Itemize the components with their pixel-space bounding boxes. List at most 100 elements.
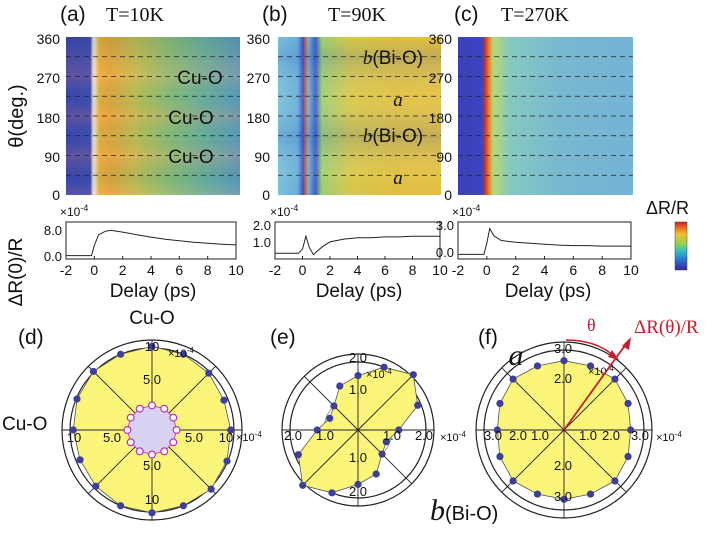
xlabel-c: Delay (ps) (505, 281, 592, 302)
polar-e-point (414, 401, 422, 409)
polar-e-point (326, 414, 334, 422)
polar-e-tick-bottom-1: 1.0 (349, 450, 367, 465)
trace-c-ytick-0: 0.0 (436, 245, 454, 260)
polar-e-spoke (357, 375, 413, 431)
xtick-label: 10 (623, 262, 639, 278)
ytick-b-180: 180 (247, 110, 271, 126)
polar-d-point (76, 456, 84, 464)
polar-e-spoke (303, 429, 359, 485)
xtick-label: -2 (60, 262, 73, 278)
xtick-label: 4 (354, 262, 362, 278)
polar-f-tick-right-1: 1.0 (579, 428, 597, 443)
polar-d-point (220, 396, 228, 404)
polar-f-theta-label: θ (587, 315, 596, 335)
xtick-label: 8 (204, 262, 212, 278)
xtick-label: 2 (512, 262, 520, 278)
polar-d-tick-top-10: 10 (145, 339, 159, 354)
colorbar (674, 221, 688, 271)
polar-d-inner-point (126, 438, 135, 447)
polar-d-point (117, 350, 125, 358)
polar-e-point (372, 470, 380, 478)
polar-d-tick-right-5: 5.0 (185, 430, 203, 445)
polar-e-tick-left-2: 2.0 (284, 428, 302, 443)
polar-f-tick-bottom-2: 2.0 (554, 458, 572, 473)
ytick-b-90: 90 (254, 149, 270, 165)
polar-d-scale-top: ×10-4 (168, 346, 194, 360)
polar-f-delta-label: ΔR(θ)/R (634, 317, 699, 338)
polar-e-point (294, 451, 302, 459)
polar-e-tick-right-1: 1.0 (383, 428, 401, 443)
xtick-label: -2 (269, 262, 282, 278)
polar-f-point (586, 490, 595, 498)
polar-e-spoke (357, 429, 413, 485)
polar-d-tick-bottom-10: 10 (145, 492, 159, 507)
trace-xticks: -2 0 2 4 6 8 10 -2 0 2 4 6 8 10 -2 0 2 4 6 8 10 (60, 256, 639, 278)
polar-e-point (330, 402, 338, 410)
polar-e-point (354, 480, 362, 488)
polar-d-inner-point (160, 404, 169, 413)
polar-d-point (117, 502, 125, 510)
polar-e-point (328, 489, 336, 497)
polar-e-spoke (303, 375, 359, 431)
trace-lines (66, 227, 631, 257)
polar-d-inner-point (169, 438, 178, 447)
trace-a-ytick-0: 0.0 (44, 249, 62, 264)
xtick-label: 0 (299, 262, 307, 278)
polar-f-scale-top: ×10-4 (588, 364, 614, 378)
polar-d-point (223, 457, 231, 465)
annot-b-a-2: a (393, 168, 403, 189)
polar-d-inner-point (148, 401, 157, 410)
ytick-c-180: 180 (429, 110, 453, 126)
panel-a-label: (a) (60, 3, 86, 26)
polar-f-radius-arrow (563, 343, 627, 431)
polar-f-tick-right-2: 2.0 (602, 428, 620, 443)
polar-d-point (205, 369, 213, 377)
polar-d-inner-point (123, 426, 132, 435)
polar-f-point (509, 375, 517, 383)
polar-d-top-label: Cu-O (129, 308, 174, 329)
polar-e-scale-top: ×10-4 (366, 367, 392, 381)
polar-e-point (313, 426, 321, 434)
trace-ylabel: ΔR(0)/R (6, 238, 27, 307)
xlabel-a: Delay (ps) (110, 281, 197, 302)
xtick-label: 2 (326, 262, 334, 278)
polar-e-point (380, 363, 388, 371)
polar-e-axis-bio: b(Bi-O) (430, 494, 498, 527)
polar-d-point (92, 482, 100, 490)
polar-e-point (354, 372, 362, 380)
panel-e-label: (e) (270, 326, 296, 349)
xtick-label: 0 (483, 262, 491, 278)
polar-f-point (533, 362, 542, 370)
polar-d-point (148, 342, 156, 350)
panel-b-temp: T=90K (328, 4, 386, 26)
polar-d-inner-point (172, 426, 181, 435)
annot-a-cuo-1: Cu-O (177, 68, 222, 89)
ytick-180: 180 (37, 110, 61, 126)
polar-f-scale-right: ×10-4 (656, 430, 682, 444)
colorbar-label: ΔR/R (646, 198, 689, 218)
trace-line-a (66, 229, 237, 257)
xtick-label: -2 (452, 262, 465, 278)
trace-c-ytick-3: 3.0 (436, 218, 454, 233)
polar-e-scale-right: ×10-4 (440, 430, 466, 444)
xtick-label: 10 (432, 262, 448, 278)
xtick-label: 4 (147, 262, 155, 278)
polar-f-point (533, 490, 542, 498)
ytick-b-360: 360 (247, 31, 271, 47)
polar-d-point (179, 502, 187, 510)
trace-a-ytick-8: 8.0 (44, 223, 62, 238)
polar-f-point (496, 399, 504, 408)
polar-d-point (207, 485, 215, 493)
polar-d-inner-point (135, 404, 144, 413)
polar-e-point (382, 438, 390, 446)
polar-d-point (227, 426, 235, 434)
polar-d-tick-left-5: 5.0 (103, 430, 121, 445)
polar-d-scale-right: ×10-4 (236, 430, 262, 444)
trace-a-frame (65, 221, 237, 260)
polar-e-tick-top-1: 1.0 (349, 382, 367, 397)
ytick-c-270: 270 (429, 70, 453, 86)
polar-d-inner-point (148, 450, 157, 459)
ytick-270: 270 (37, 70, 61, 86)
polar-d-inner-point (169, 413, 178, 422)
